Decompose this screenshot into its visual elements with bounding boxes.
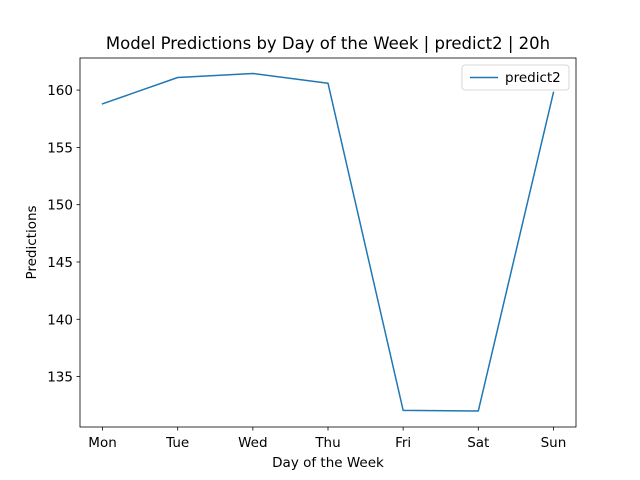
y-tick-label: 150: [47, 198, 73, 214]
y-tick-label: 135: [47, 370, 73, 386]
x-axis-ticks: Mon Tue Wed Thu Fri Sat Sun: [88, 427, 566, 451]
y-tick-label: 140: [47, 312, 73, 328]
legend-label-predict2: predict2: [505, 70, 561, 86]
y-tick-label: 155: [47, 140, 73, 156]
x-tick-label: Sat: [467, 435, 489, 451]
x-tick-label: Tue: [165, 435, 189, 451]
plot-area: [80, 58, 576, 427]
x-tick-label: Thu: [314, 435, 340, 451]
series-layer: [101, 72, 555, 412]
y-axis-label: Predictions: [24, 205, 40, 279]
x-tick-label: Mon: [88, 435, 116, 451]
axes-background: [80, 58, 576, 427]
legend: predict2: [461, 64, 570, 91]
axes-frame: [79, 57, 577, 428]
x-tick-label: Wed: [238, 435, 267, 451]
x-tick-label: Sun: [541, 435, 567, 451]
x-axis-label: Day of the Week: [272, 455, 384, 471]
y-axis-ticks: 135 140 145 150 155 160: [47, 83, 80, 386]
x-tick-label: Fri: [395, 435, 411, 451]
y-tick-label: 145: [47, 255, 73, 271]
y-tick-label: 160: [47, 83, 73, 99]
chart-title: Model Predictions by Day of the Week | p…: [106, 34, 550, 53]
legend-frame: [461, 64, 570, 91]
